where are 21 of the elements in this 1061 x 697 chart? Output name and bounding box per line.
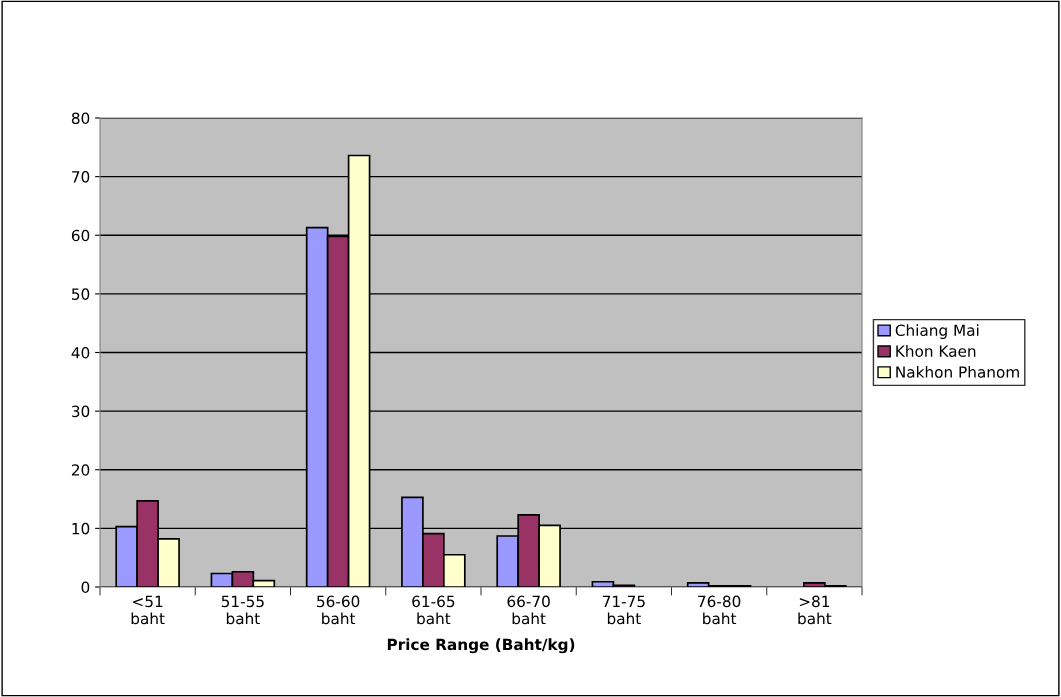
legend-label: Khon Kaen <box>896 345 976 357</box>
y-tick-label: 60 <box>71 229 90 242</box>
x-tick-label: 56-60 baht <box>317 595 360 625</box>
x-tick-label: 61-65 baht <box>412 595 455 625</box>
y-tick-label: 10 <box>72 522 90 535</box>
legend-label: Chiang Mai <box>895 324 979 339</box>
x-tick-label: >81 baht <box>798 595 832 625</box>
y-tick-label: 70 <box>72 171 90 183</box>
y-tick-label: 80 <box>71 112 90 125</box>
x-tick-label: 71-75 baht <box>602 595 645 625</box>
y-tick-label: 40 <box>71 346 90 359</box>
x-tick-label: <51 baht <box>131 595 165 625</box>
y-tick-label: 20 <box>71 464 90 476</box>
y-tick-label: 30 <box>72 405 90 418</box>
legend-label: Nakhon Phanom <box>896 366 1019 378</box>
y-tick-label: 0 <box>81 581 90 594</box>
y-tick-label: 50 <box>72 288 90 300</box>
x-tick-label: 66-70 baht <box>507 595 550 625</box>
x-tick-label: 51-55 baht <box>221 595 264 625</box>
x-axis-title: Price Range (Baht/kg) <box>387 638 575 654</box>
x-tick-label: 76-80 baht <box>698 595 741 625</box>
